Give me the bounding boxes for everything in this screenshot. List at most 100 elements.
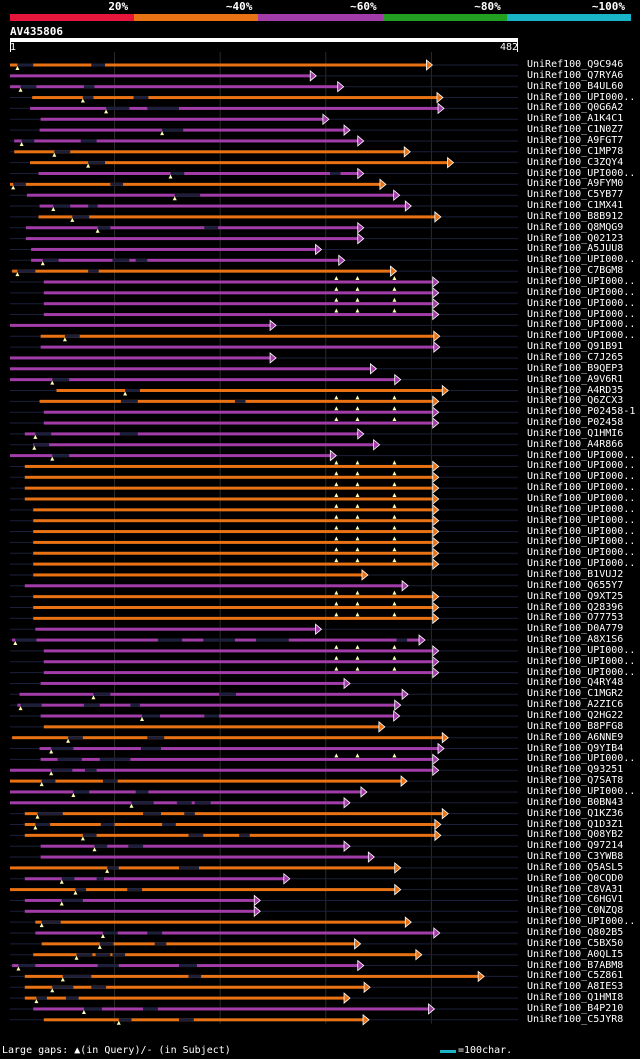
hit-label[interactable]: UniRef100_A1K4C1 (527, 113, 624, 125)
hit-arrow (379, 178, 387, 191)
hit-label[interactable]: UniRef100_UPI000.. (527, 785, 636, 797)
hit-label[interactable]: UniRef100_D0A779 (527, 623, 624, 635)
hit-label[interactable]: UniRef100_B0BN43 (527, 796, 624, 808)
hit-label[interactable]: UniRef100_UPI000.. (527, 308, 636, 320)
hit-label[interactable]: UniRef100_C6HGV1 (527, 894, 624, 906)
hit-label[interactable]: UniRef100_UPI000.. (527, 449, 636, 461)
hit-label[interactable]: UniRef100_Q91B91 (527, 341, 624, 353)
hit-label[interactable]: UniRef100_C5BX50 (527, 937, 624, 949)
hit-label[interactable]: UniRef100_Q802B5 (527, 927, 624, 938)
hit-label[interactable]: UniRef100_B7ABM8 (527, 959, 624, 971)
hit-label[interactable]: UniRef100_UPI000.. (527, 514, 636, 526)
hit-label[interactable]: UniRef100_B1VUJ2 (527, 568, 624, 580)
hit-label[interactable]: UniRef100_UPI000.. (527, 655, 636, 667)
hit-label[interactable]: UniRef100_Q02123 (527, 232, 624, 244)
hit-label[interactable]: UniRef100_Q0CQD0 (527, 872, 624, 884)
hit-label[interactable]: UniRef100_B4P210 (527, 1002, 624, 1014)
hit-label[interactable]: UniRef100_P02458 (527, 417, 624, 429)
hit-label[interactable]: UniRef100_A9FGT7 (527, 134, 624, 146)
hit-label[interactable]: UniRef100_UPI000.. (527, 482, 636, 494)
hit-label[interactable]: UniRef100_C0NZQ8 (527, 905, 624, 917)
hit-label[interactable]: UniRef100_Q08YB2 (527, 829, 624, 841)
hit-label[interactable]: UniRef100_C7J265 (527, 351, 624, 363)
hit-label[interactable]: UniRef100_O77753 (527, 612, 624, 624)
hit-label[interactable]: UniRef100_A2ZIC6 (527, 699, 624, 711)
query-gap-marker (129, 803, 134, 808)
hit-label[interactable]: UniRef100_Q0G6A2 (527, 102, 624, 114)
hit-label[interactable]: UniRef100_C8VA31 (527, 883, 624, 895)
hit-label[interactable]: UniRef100_A8X1S6 (527, 634, 624, 646)
hit-label[interactable]: UniRef100_UPI000.. (527, 276, 636, 287)
hit-label[interactable]: UniRef100_C1MP78 (527, 145, 624, 157)
hit-label[interactable]: UniRef100_P02458-1 (527, 406, 636, 418)
hit-label[interactable]: UniRef100_UPI000.. (527, 753, 636, 765)
hit-label[interactable]: UniRef100_Q93251 (527, 764, 624, 776)
hit-label[interactable]: UniRef100_A9V6R1 (527, 373, 624, 385)
hit-label[interactable]: UniRef100_Q6ZCX3 (527, 395, 624, 407)
hit-label[interactable]: UniRef100_Q1HMI8 (527, 992, 624, 1004)
hit-label[interactable]: UniRef100_UPI000.. (527, 91, 636, 103)
hit-label[interactable]: UniRef100_C7BGM8 (527, 265, 624, 277)
hit-label[interactable]: UniRef100_C5Z861 (527, 970, 624, 982)
hit-label[interactable]: UniRef100_Q9XT25 (527, 590, 624, 602)
hit-label[interactable]: UniRef100_B8PFG8 (527, 720, 624, 732)
hit-label[interactable]: UniRef100_UPI000.. (527, 503, 636, 515)
hit-label[interactable]: UniRef100_Q655Y7 (527, 579, 624, 591)
hit-label[interactable]: UniRef100_Q28396 (527, 601, 624, 613)
hit-label[interactable]: UniRef100_UPI000.. (527, 167, 636, 179)
hit-label[interactable]: UniRef100_A4RD35 (527, 384, 624, 396)
hit-label[interactable]: UniRef100_UPI000.. (527, 297, 636, 309)
hit-label[interactable]: UniRef100_A9FYM0 (527, 178, 624, 190)
hit-label[interactable]: UniRef100_B9QEP3 (527, 362, 624, 374)
hit-arrow (432, 297, 440, 310)
hit-label[interactable]: UniRef100_Q8MQG9 (527, 221, 624, 233)
hit-label[interactable]: UniRef100_UPI000.. (527, 916, 636, 928)
hit-label[interactable]: UniRef100_Q9C946 (527, 59, 624, 70)
hit-label[interactable]: UniRef100_UPI000.. (527, 558, 636, 570)
hit-label[interactable]: UniRef100_Q97214 (527, 840, 624, 852)
hit-label[interactable]: UniRef100_UPI000.. (527, 666, 636, 678)
hit-label[interactable]: UniRef100_UPI000.. (527, 286, 636, 298)
hit-label[interactable]: UniRef100_B8B912 (527, 210, 624, 222)
hit-arrow (315, 623, 323, 636)
hit-label[interactable]: UniRef100_A6NNE9 (527, 731, 624, 743)
hit-label[interactable]: UniRef100_UPI000.. (527, 493, 636, 504)
query-gap-marker (392, 558, 397, 563)
hit-label[interactable]: UniRef100_UPI000.. (527, 471, 636, 483)
hit-label[interactable]: UniRef100_C1MX41 (527, 200, 624, 212)
hit-label[interactable]: UniRef100_C1MGR2 (527, 688, 624, 700)
hit-label[interactable]: UniRef100_B4UL60 (527, 80, 624, 92)
hit-arrow (357, 232, 365, 245)
hit-label[interactable]: UniRef100_UPI000.. (527, 547, 636, 559)
hit-label[interactable]: UniRef100_Q5ASL5 (527, 861, 624, 873)
hit-label[interactable]: UniRef100_UPI000.. (527, 536, 636, 548)
subject-gap (178, 1018, 194, 1022)
hit-label[interactable]: UniRef100_UPI000.. (527, 319, 636, 331)
hit-label[interactable]: UniRef100_A4R866 (527, 438, 624, 450)
hit-label[interactable]: UniRef100_Q2HG22 (527, 710, 624, 721)
hit-label[interactable]: UniRef100_Q7RYA6 (527, 69, 624, 81)
hit-label[interactable]: UniRef100_C5YB77 (527, 189, 624, 201)
hit-label[interactable]: UniRef100_UPI000.. (527, 254, 636, 266)
hit-bar (24, 898, 256, 902)
hit-label[interactable]: UniRef100_Q7SAT8 (527, 775, 624, 787)
hit-label[interactable]: UniRef100_Q4RY48 (527, 677, 624, 689)
hit-arrow (394, 883, 402, 896)
hit-bar (43, 421, 434, 425)
hit-label[interactable]: UniRef100_C1N0Z7 (527, 124, 624, 136)
hit-label[interactable]: UniRef100_Q9YIB4 (527, 742, 624, 754)
hit-label[interactable]: UniRef100_C5JYR8 (527, 1013, 624, 1025)
hit-label[interactable]: UniRef100_Q1D3Z1 (527, 818, 624, 830)
hit-label[interactable]: UniRef100_A8IES3 (527, 981, 624, 993)
hit-label[interactable]: UniRef100_A0QLI5 (527, 948, 624, 960)
hit-label[interactable]: UniRef100_Q1KZ36 (527, 807, 624, 819)
hit-label[interactable]: UniRef100_Q1HMI6 (527, 427, 624, 439)
hit-label[interactable]: UniRef100_C3YWB8 (527, 851, 624, 863)
hit-bar (10, 888, 396, 892)
hit-label[interactable]: UniRef100_UPI000.. (527, 525, 636, 537)
hit-label[interactable]: UniRef100_A5JUU8 (527, 243, 624, 255)
hit-label[interactable]: UniRef100_UPI000.. (527, 330, 636, 342)
hit-label[interactable]: UniRef100_UPI000.. (527, 460, 636, 472)
hit-label[interactable]: UniRef100_C3ZQY4 (527, 156, 624, 168)
hit-label[interactable]: UniRef100_UPI000.. (527, 644, 636, 656)
